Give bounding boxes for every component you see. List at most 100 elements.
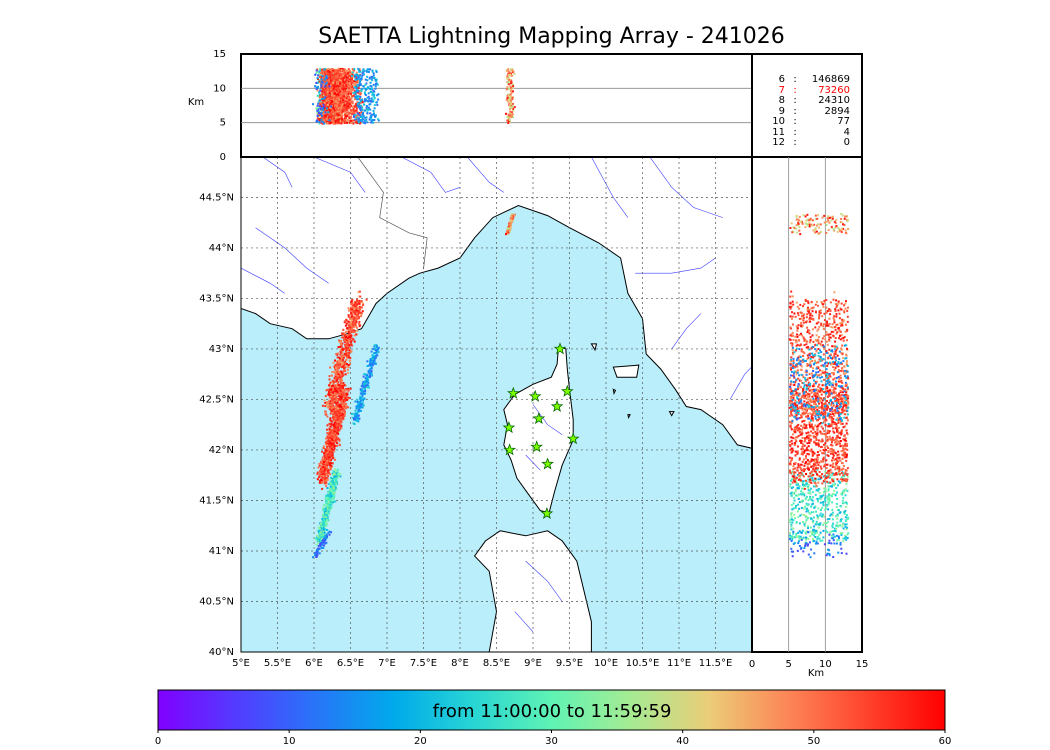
altitude-source <box>336 121 339 124</box>
lightning-source <box>338 438 341 441</box>
altitude-source <box>332 121 335 124</box>
lightning-source <box>367 384 370 387</box>
lightning-source <box>330 447 333 450</box>
lightning-source <box>347 354 350 357</box>
altitude-source <box>354 84 357 87</box>
altitude-source <box>349 69 351 72</box>
lightning-source <box>327 469 330 472</box>
altitude-source <box>348 85 351 88</box>
altitude-source <box>359 92 362 95</box>
altitude-source <box>333 74 335 77</box>
lightning-source <box>331 380 334 383</box>
lightning-source <box>330 483 333 486</box>
altitude-source <box>361 115 363 118</box>
lightning-source <box>341 359 344 362</box>
lightning-source <box>339 345 342 348</box>
lightning-source <box>348 329 351 332</box>
altitude-source <box>327 73 330 76</box>
lightning-source <box>334 411 337 414</box>
altitude-source <box>345 85 348 88</box>
altitude-source <box>351 73 354 76</box>
altitude-source <box>321 104 323 106</box>
altitude-source <box>367 71 370 73</box>
corsica-island <box>503 346 574 514</box>
lightning-source <box>329 453 331 456</box>
altitude-source <box>329 76 332 79</box>
lightning-source <box>345 348 348 351</box>
lightning-source <box>345 354 348 357</box>
giglio-island <box>668 411 675 417</box>
lightning-source <box>337 362 340 365</box>
lightning-source <box>325 481 328 484</box>
lightning-source <box>328 494 331 497</box>
lightning-source <box>338 405 341 408</box>
lightning-source <box>339 360 342 363</box>
altitude-source <box>349 84 352 86</box>
lightning-source <box>327 444 330 447</box>
altitude-source <box>360 111 363 114</box>
altitude-source <box>321 87 324 90</box>
lightning-source <box>358 315 360 318</box>
lightning-source <box>337 384 340 386</box>
mainland <box>241 157 752 449</box>
altitude-source <box>343 99 346 102</box>
altitude-source <box>316 70 319 73</box>
altitude-source <box>318 119 321 122</box>
lightning-source <box>326 406 329 409</box>
altitude-source <box>366 112 369 115</box>
lightning-source <box>327 472 330 474</box>
altitude-source <box>350 75 353 77</box>
lightning-source <box>323 470 326 473</box>
altitude-source <box>328 107 330 110</box>
lightning-source <box>356 302 359 305</box>
altitude-source <box>352 94 355 97</box>
lightning-source <box>321 522 324 525</box>
altitude-source <box>372 121 375 124</box>
altitude-source <box>343 78 346 81</box>
altitude-source <box>321 116 324 119</box>
lightning-source <box>362 399 364 402</box>
lightning-source <box>315 543 318 546</box>
lightning-source <box>339 398 342 401</box>
lightning-source <box>326 447 329 450</box>
lightning-source <box>506 229 509 232</box>
lightning-source <box>332 408 335 410</box>
lightning-source <box>336 444 338 447</box>
altitude-source <box>347 107 350 109</box>
altitude-source <box>353 115 355 118</box>
altitude-source <box>365 82 368 85</box>
altitude-source <box>329 118 332 121</box>
lightning-source <box>330 502 333 505</box>
altitude-source <box>344 88 347 91</box>
altitude-source <box>345 103 348 106</box>
lightning-source <box>346 391 349 394</box>
lightning-source <box>336 356 339 359</box>
lightning-source <box>358 320 361 323</box>
lightning-source <box>333 443 336 446</box>
lightning-source <box>370 370 373 372</box>
lightning-source <box>366 360 369 363</box>
lightning-source <box>322 523 325 526</box>
altitude-source <box>325 73 328 76</box>
lightning-source <box>328 408 331 411</box>
altitude-source <box>366 75 369 78</box>
altitude-source <box>374 87 377 90</box>
altitude-source <box>331 78 334 81</box>
altitude-source <box>347 93 350 95</box>
altitude-source <box>326 95 329 97</box>
altitude-source <box>344 119 347 122</box>
lightning-source <box>331 396 334 399</box>
altitude-source <box>340 79 343 82</box>
altitude-source <box>359 96 362 98</box>
lightning-source <box>348 331 351 334</box>
altitude-source <box>370 97 373 100</box>
lightning-source <box>374 355 377 357</box>
lightning-source <box>332 395 335 398</box>
altitude-source <box>345 80 348 83</box>
lightning-source <box>362 404 365 407</box>
lightning-source <box>326 428 328 431</box>
altitude-source <box>334 119 337 122</box>
altitude-source <box>367 95 370 98</box>
altitude-source <box>361 113 364 116</box>
altitude-source <box>345 70 347 73</box>
